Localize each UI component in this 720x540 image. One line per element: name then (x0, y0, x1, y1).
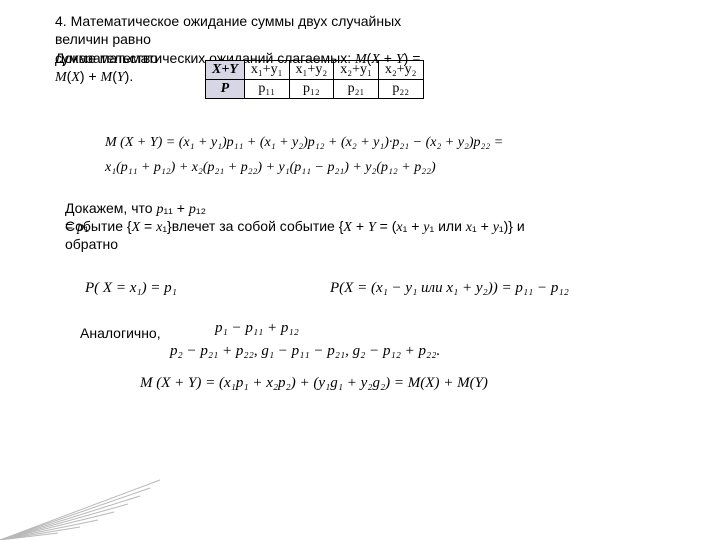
t: = ( (376, 218, 397, 234)
t: X (71, 70, 80, 85)
t: p (189, 202, 196, 217)
table-cell: p₂₁ (334, 80, 379, 99)
corner-decoration (0, 460, 180, 540)
formula-expansion: M (X + Y) = (x₁ + y₁)p₁₁ + (x₁ + y₂)p₁₂ … (105, 130, 503, 180)
distribution-table: X+Y x₁+y₁ x₁+y₂ x₂+y₁ x₂+y₂ P p₁₁ p₁₂ p₂… (205, 60, 424, 99)
table-cell: p₁₁ (244, 80, 289, 99)
t: ₁}влечет за собой событие { (162, 218, 343, 234)
t: M (55, 70, 67, 85)
t: ) + (80, 68, 101, 84)
formula-line: M (X + Y) = (x₁ + y₁)p₁₁ + (x₁ + y₂)p₁₂ … (105, 130, 503, 155)
t: Событие { (65, 218, 132, 234)
title-line-1: 4. Математическое ожидание суммы двух сл… (55, 12, 695, 30)
t: + (352, 218, 368, 234)
proof-paragraph: Докажем, что p₁₁ + p₁₂ = p₁ Событие {X =… (65, 200, 685, 252)
t: ₁₁ + (163, 200, 188, 216)
t: Y (368, 220, 376, 235)
analogously-label: Аналогично, (80, 325, 160, 341)
formula-final: M (X + Y) = (x₁p₁ + x₂p₂) + (y₁g₁ + y₂g₂… (140, 375, 488, 392)
table-cell: p₁₂ (289, 80, 334, 99)
t: Y (117, 70, 125, 85)
t: ₁ + (472, 218, 493, 234)
t: = (140, 218, 156, 234)
t: X (132, 220, 141, 235)
table-cell: x₁+y₂ (289, 61, 334, 80)
table-header-p: P (206, 80, 245, 99)
t: M (101, 70, 113, 85)
t: ₁ + (403, 218, 424, 234)
t: Докажем, что (65, 200, 156, 216)
formula-p-right: P(X = (x₁ − y₁ или x₁ + y₂)) = p₁₁ − p₁₂ (330, 280, 569, 297)
t: ₁₂ (196, 200, 206, 216)
t: ). (125, 68, 134, 84)
formula-line-a: p₁ − p₁₁ + p₁₂ (215, 320, 299, 337)
t: обратно (65, 236, 685, 252)
formula-p-left: P( X = x₁) = p₁ (85, 280, 177, 297)
table-cell: p₂₂ (378, 80, 423, 99)
title-line-2: величин равно (55, 30, 695, 48)
table-header-xy: X+Y (206, 61, 245, 80)
table-cell: x₁+y₁ (244, 61, 289, 80)
t: ₁)} и (499, 218, 525, 234)
table-cell: x₂+y₂ (378, 61, 423, 80)
formula-line: x₁(p₁₁ + p₁₂) + x₂(p₂₁ + p₂₂) + y₁(p₁₁ −… (105, 155, 503, 180)
formula-line-b: p₂ − p₂₁ + p₂₂, g₁ − p₁₁ − p₂₁, g₂ − p₁₂… (170, 343, 440, 360)
table-cell: x₂+y₁ (334, 61, 379, 80)
t: X (343, 220, 352, 235)
t: ₁ или (429, 218, 465, 234)
